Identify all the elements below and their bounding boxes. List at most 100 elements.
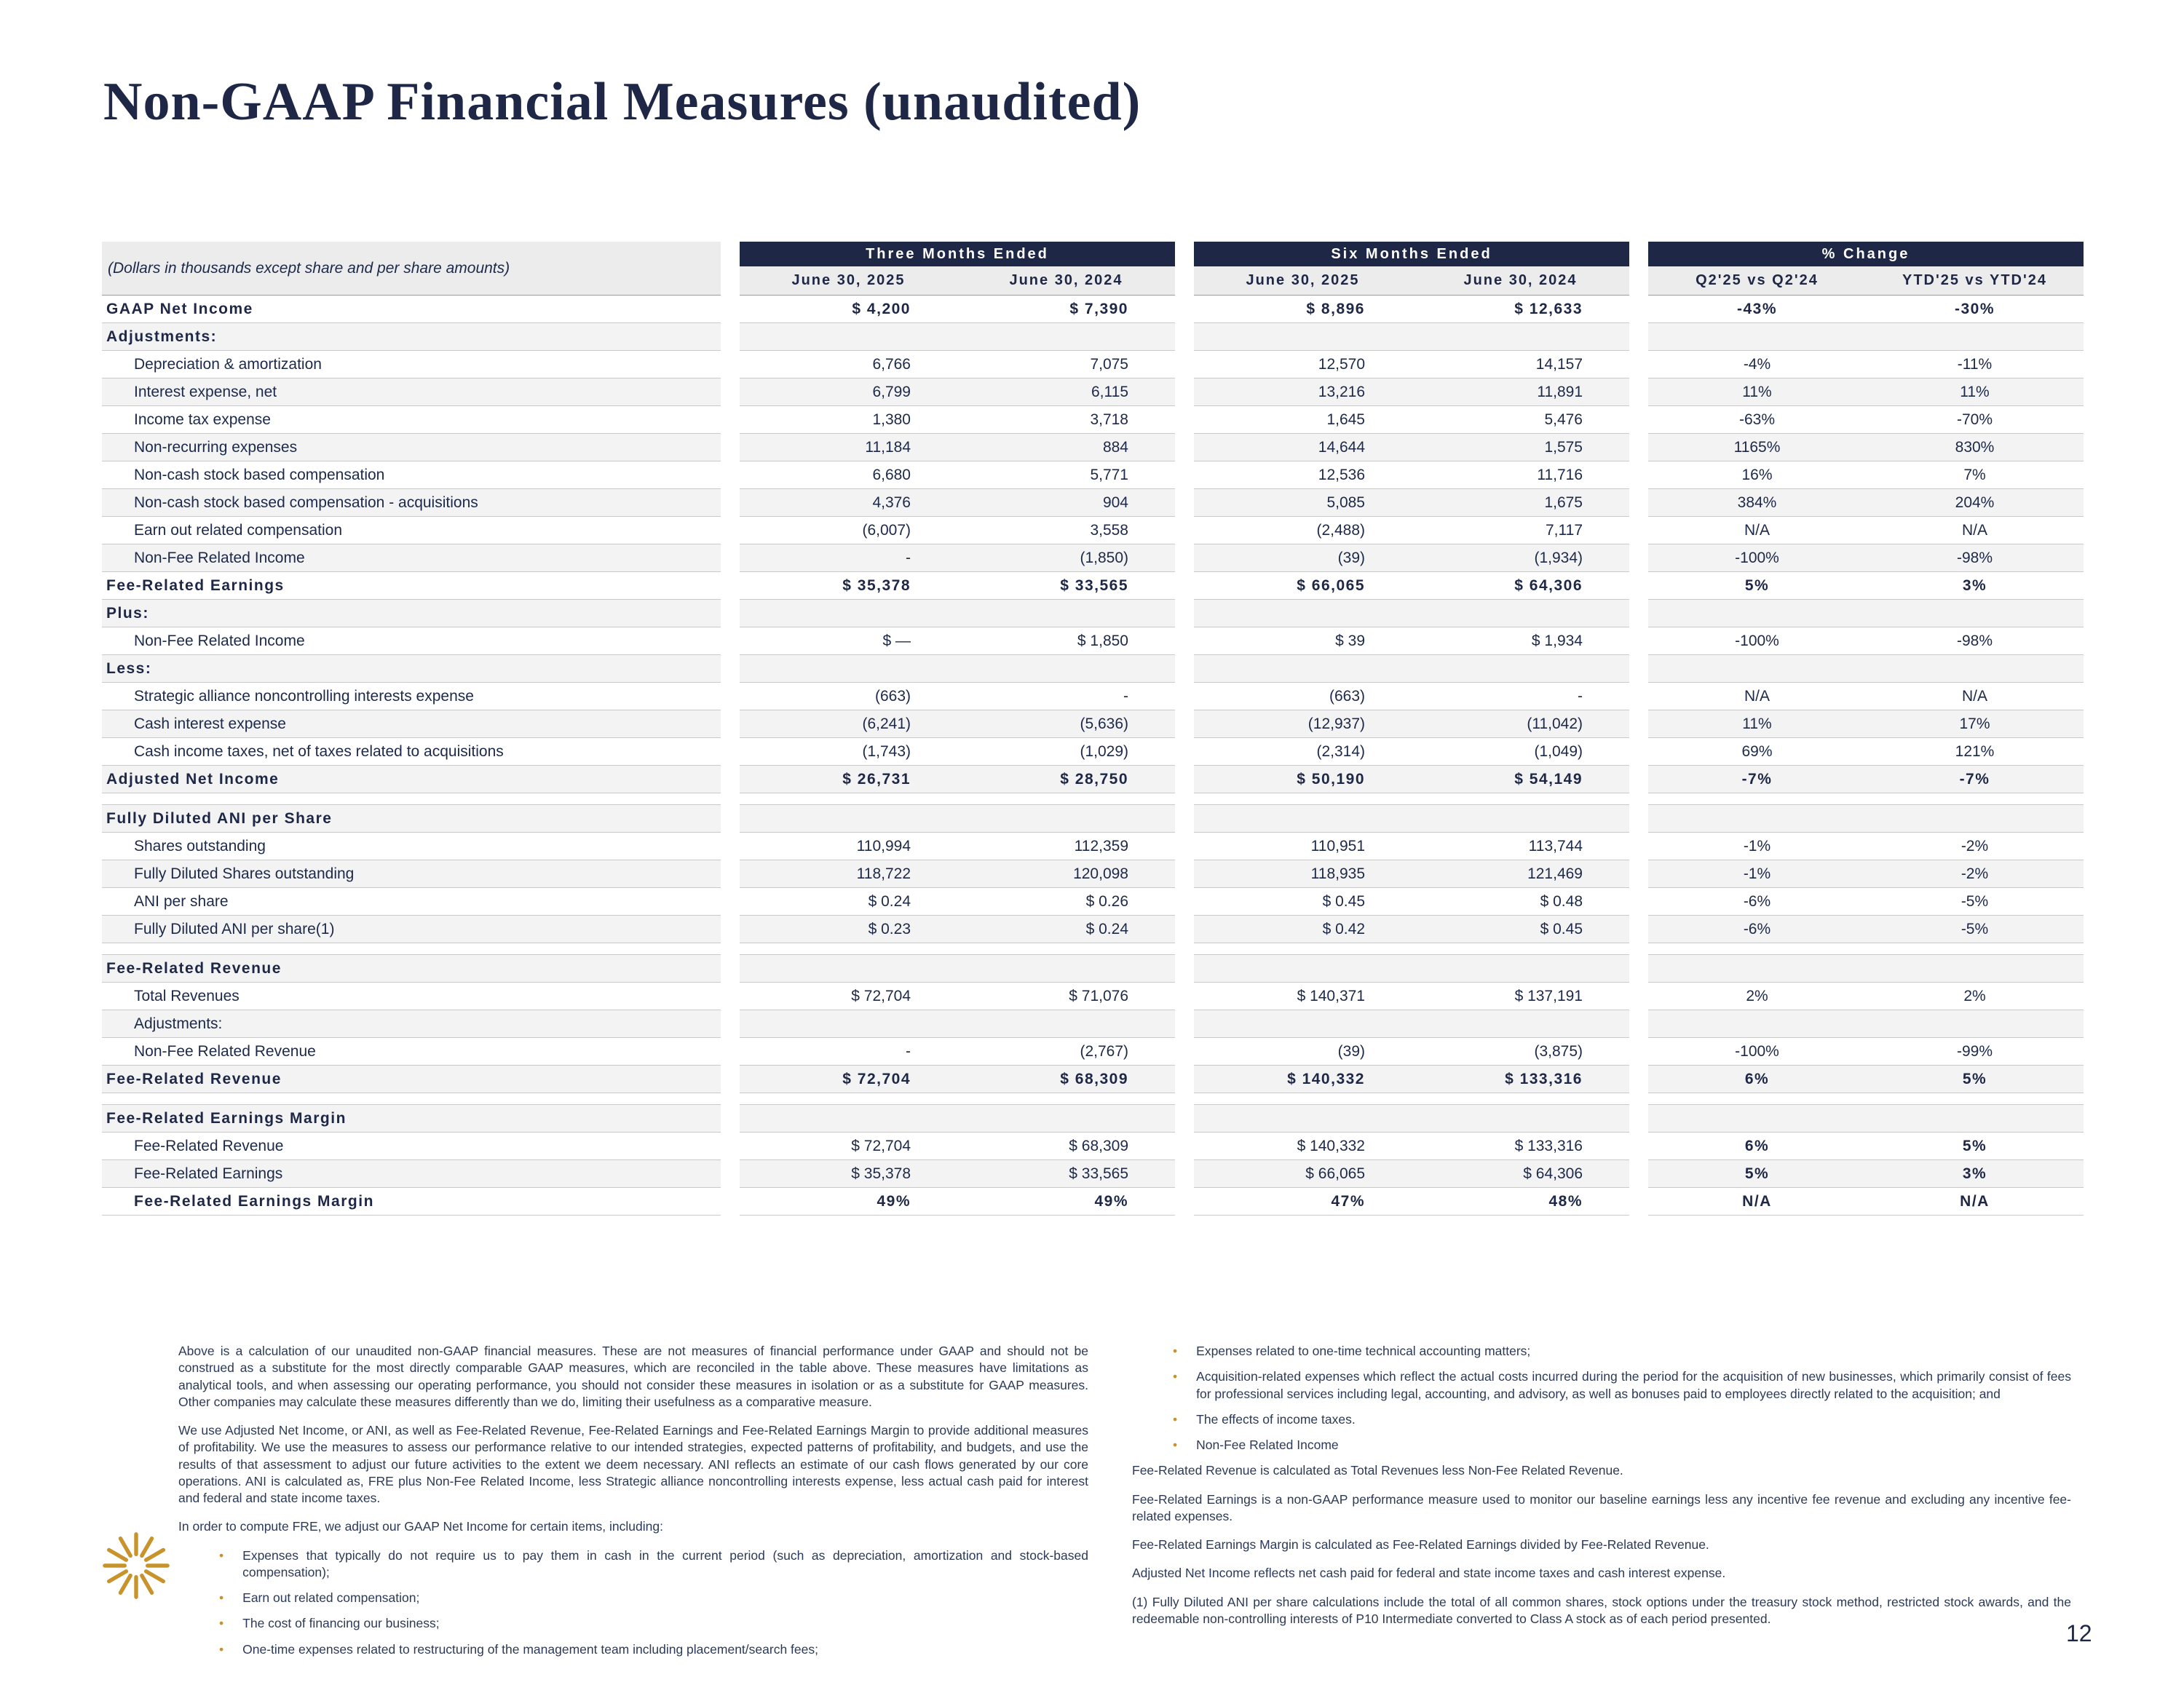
amount-value: 11,716 <box>1412 461 1629 489</box>
footnote-bullet-item: • Earn out related compensation; <box>178 1590 1088 1606</box>
pct-change-value <box>1648 1105 1866 1133</box>
amount-value: (39) <box>1194 1038 1412 1066</box>
row-label: Fee-Related Earnings Margin <box>102 1188 721 1216</box>
pct-change-value: 1165% <box>1648 434 1866 461</box>
column-gap <box>721 916 740 943</box>
amount-value: 7,117 <box>1412 517 1629 544</box>
column-gap <box>1629 517 1648 544</box>
amount-value: $ 72,704 <box>740 983 957 1010</box>
amount-value <box>1194 655 1412 683</box>
amount-value: (1,743) <box>740 738 957 766</box>
amount-value <box>957 805 1175 833</box>
column-gap <box>721 983 740 1010</box>
table-spacer-row <box>102 943 2084 955</box>
column-gap <box>1175 627 1194 655</box>
column-gap <box>1175 1038 1194 1066</box>
column-gap <box>1175 1133 1194 1160</box>
amount-value: $ 140,371 <box>1194 983 1412 1010</box>
column-gap <box>1175 1066 1194 1093</box>
amount-value: $ 0.45 <box>1194 888 1412 916</box>
column-gap <box>721 710 740 738</box>
amount-value <box>1412 1105 1629 1133</box>
company-logo-starburst-icon <box>100 1530 172 1601</box>
column-gap <box>1629 1038 1648 1066</box>
footnote-paragraph: Fee-Related Revenue is calculated as Tot… <box>1132 1463 1623 1478</box>
column-header-3m-2025: June 30, 2025 <box>740 266 957 296</box>
pct-change-value: N/A <box>1648 517 1866 544</box>
row-label: GAAP Net Income <box>102 296 721 323</box>
column-gap <box>721 1188 740 1216</box>
table-row: Earn out related compensation (6,007) 3,55… <box>102 517 2084 544</box>
amount-value: 113,744 <box>1412 833 1629 860</box>
pct-change-value: 204% <box>1866 489 2084 517</box>
pct-change-value <box>1648 955 1866 983</box>
footnotes: Above is a calculation of our unaudited … <box>178 1343 2071 1667</box>
column-gap <box>721 517 740 544</box>
column-gap <box>1629 888 1648 916</box>
column-gap <box>1629 489 1648 517</box>
table-row: Shares outstanding 110,994 112,359 110,951 1… <box>102 833 2084 860</box>
column-gap <box>1629 916 1648 943</box>
amount-value: $ 72,704 <box>740 1133 957 1160</box>
footnote-text: The cost of financing our business; <box>242 1616 440 1631</box>
amount-value: 110,951 <box>1194 833 1412 860</box>
footnotes-right-column: • Expenses related to one-time technical … <box>1132 1343 2071 1667</box>
table-row: Total Revenues $ 72,704 $ 71,076 $ 140,371 $… <box>102 983 2084 1010</box>
amount-value: 5,771 <box>957 461 1175 489</box>
amount-value: $ 7,390 <box>957 296 1175 323</box>
pct-change-value: 17% <box>1866 710 2084 738</box>
amount-value: $ 0.24 <box>957 916 1175 943</box>
table-row: Cash interest expense (6,241) (5,636) (12,9… <box>102 710 2084 738</box>
column-gap <box>721 1038 740 1066</box>
row-label: Shares outstanding <box>102 833 721 860</box>
amount-value: $ 12,633 <box>1412 296 1629 323</box>
row-label: Fee-Related Revenue <box>102 955 721 983</box>
column-gap <box>721 600 740 627</box>
column-gap <box>1175 517 1194 544</box>
table-row: Fully Diluted Shares outstanding 118,722 1… <box>102 860 2084 888</box>
footnote-text: Expenses that typically do not require u… <box>242 1547 1088 1579</box>
pct-change-value <box>1866 1010 2084 1038</box>
table-row: Plus: <box>102 600 2084 627</box>
amount-value: $ 0.42 <box>1194 916 1412 943</box>
column-gap <box>1175 888 1194 916</box>
table-row: Adjustments: <box>102 1010 2084 1038</box>
row-label <box>102 1093 721 1105</box>
amount-value: $ 33,565 <box>957 572 1175 600</box>
row-label: Adjustments: <box>102 323 721 351</box>
amount-value <box>740 1010 957 1038</box>
financial-table: (Dollars in thousands except share and p… <box>102 242 2084 1216</box>
pct-change-value <box>1866 655 2084 683</box>
amount-value: $ 4,200 <box>740 296 957 323</box>
amount-value: 7,075 <box>957 351 1175 378</box>
pct-change-value: -43% <box>1648 296 1866 323</box>
amount-value: (1,029) <box>957 738 1175 766</box>
amount-value: 904 <box>957 489 1175 517</box>
row-label: Fully Diluted ANI per share(1) <box>102 916 721 943</box>
pct-change-value: 3% <box>1866 572 2084 600</box>
table-row: Non-recurring expenses 11,184 884 14,644 1,5… <box>102 434 2084 461</box>
pct-change-value: 11% <box>1648 378 1866 406</box>
amount-value: 5,085 <box>1194 489 1412 517</box>
pct-change-value: 7% <box>1866 461 2084 489</box>
pct-change-value: 11% <box>1648 710 1866 738</box>
row-label: Depreciation & amortization <box>102 351 721 378</box>
row-label: Non-cash stock based compensation <box>102 461 721 489</box>
column-gap <box>721 943 740 955</box>
column-gap <box>1175 461 1194 489</box>
amount-value: 14,157 <box>1412 351 1629 378</box>
row-label: Non-Fee Related Revenue <box>102 1038 721 1066</box>
table-header: (Dollars in thousands except share and p… <box>102 242 2084 296</box>
row-label: Fully Diluted ANI per Share <box>102 805 721 833</box>
column-gap <box>1629 1160 1648 1188</box>
column-gap <box>1175 943 1194 955</box>
pct-change-value: 5% <box>1866 1066 2084 1093</box>
column-gap <box>1629 1188 1648 1216</box>
bullet-icon: • <box>1173 1411 1178 1427</box>
amount-value: - <box>957 683 1175 710</box>
column-group-three-months-ended: Three Months Ended <box>740 242 1175 266</box>
pct-change-value: -1% <box>1648 860 1866 888</box>
pct-change-value <box>1648 600 1866 627</box>
column-gap <box>1629 1093 1648 1105</box>
column-gap <box>1629 378 1648 406</box>
